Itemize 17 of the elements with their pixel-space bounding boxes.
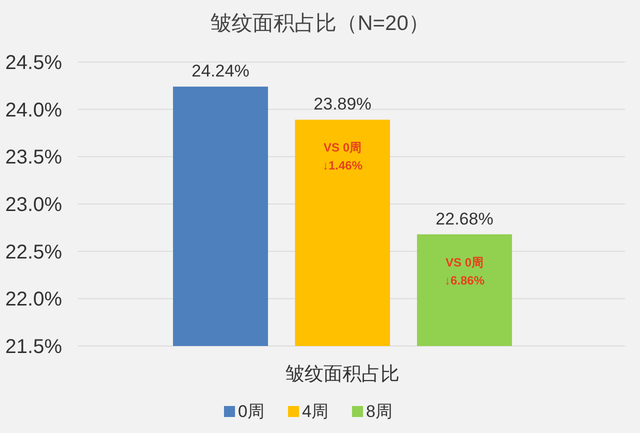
y-tick-label: 23.0% xyxy=(5,194,62,216)
y-tick-label: 22.5% xyxy=(5,241,62,264)
y-tick-label: 24.0% xyxy=(5,99,62,122)
chart-title: 皱纹面积占比（N=20） xyxy=(210,12,430,35)
x-tick-label: 皱纹面积占比 xyxy=(286,364,400,385)
y-tick-label: 24.5% xyxy=(5,52,62,74)
y-tick-label: 22.0% xyxy=(5,288,62,311)
data-label: 24.24% xyxy=(192,62,250,81)
y-tick-label: 23.5% xyxy=(5,146,62,169)
legend-label: 4周 xyxy=(302,402,328,421)
legend-label: 8周 xyxy=(366,402,392,421)
y-tick-label: 21.5% xyxy=(5,336,62,358)
data-label: 22.68% xyxy=(436,209,494,228)
data-label: 23.89% xyxy=(314,94,372,114)
annotation: VS 0周 ↓6.86% xyxy=(444,255,485,288)
legend-label: 0周 xyxy=(238,402,264,421)
annotation: VS 0周 ↓1.46% xyxy=(322,140,363,173)
